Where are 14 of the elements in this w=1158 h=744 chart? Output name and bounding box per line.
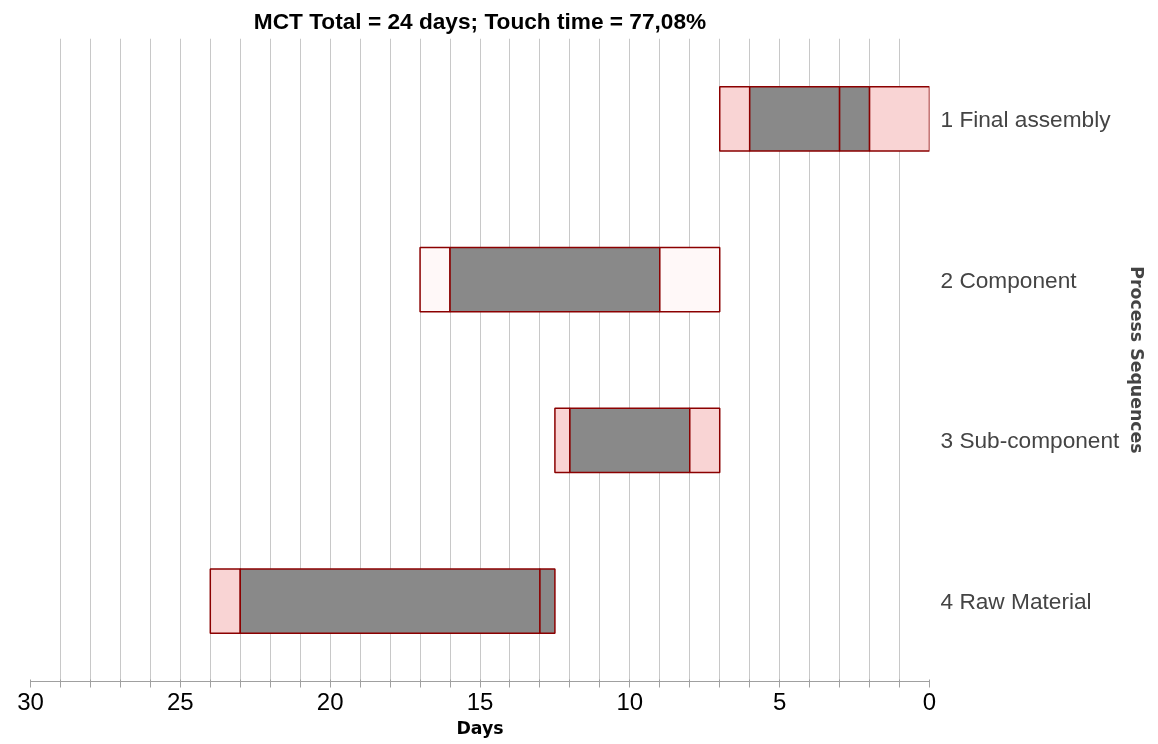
x-tick-label: 25 <box>166 687 194 715</box>
chart-title: MCT Total = 24 days; Touch time = 77,08% <box>253 7 707 34</box>
x-axis-title: Days <box>456 717 504 738</box>
y-tick-label: 3 Sub-component <box>940 427 1121 454</box>
x-tick-label: 30 <box>17 687 44 715</box>
y-tick-label: 1 Final assembly <box>940 105 1112 132</box>
x-tick-label: 20 <box>316 687 344 715</box>
x-tick-label: 0 <box>922 687 937 715</box>
x-tick-label: 15 <box>466 687 494 715</box>
y-axis-title: Process Sequences <box>1127 266 1148 454</box>
x-tick-label: 10 <box>616 687 644 715</box>
y-tick-label: 2 Component <box>940 266 1078 293</box>
y-tick-label: 4 Raw Material <box>940 588 1092 615</box>
x-tick-label: 5 <box>772 687 787 715</box>
